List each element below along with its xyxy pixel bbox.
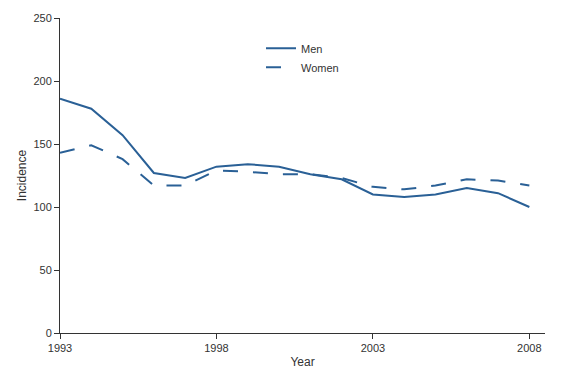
svg-text:50: 50 xyxy=(40,264,52,276)
svg-text:Women: Women xyxy=(301,62,339,74)
svg-text:100: 100 xyxy=(33,201,51,213)
svg-text:2003: 2003 xyxy=(361,342,385,354)
svg-text:1998: 1998 xyxy=(204,342,228,354)
svg-text:0: 0 xyxy=(46,327,52,339)
svg-text:Incidence: Incidence xyxy=(15,149,29,201)
svg-text:Year: Year xyxy=(290,355,314,369)
svg-text:250: 250 xyxy=(33,12,51,24)
svg-text:200: 200 xyxy=(33,75,51,87)
svg-text:Men: Men xyxy=(301,43,322,55)
svg-text:150: 150 xyxy=(33,138,51,150)
svg-text:1993: 1993 xyxy=(48,342,72,354)
svg-text:2008: 2008 xyxy=(517,342,541,354)
